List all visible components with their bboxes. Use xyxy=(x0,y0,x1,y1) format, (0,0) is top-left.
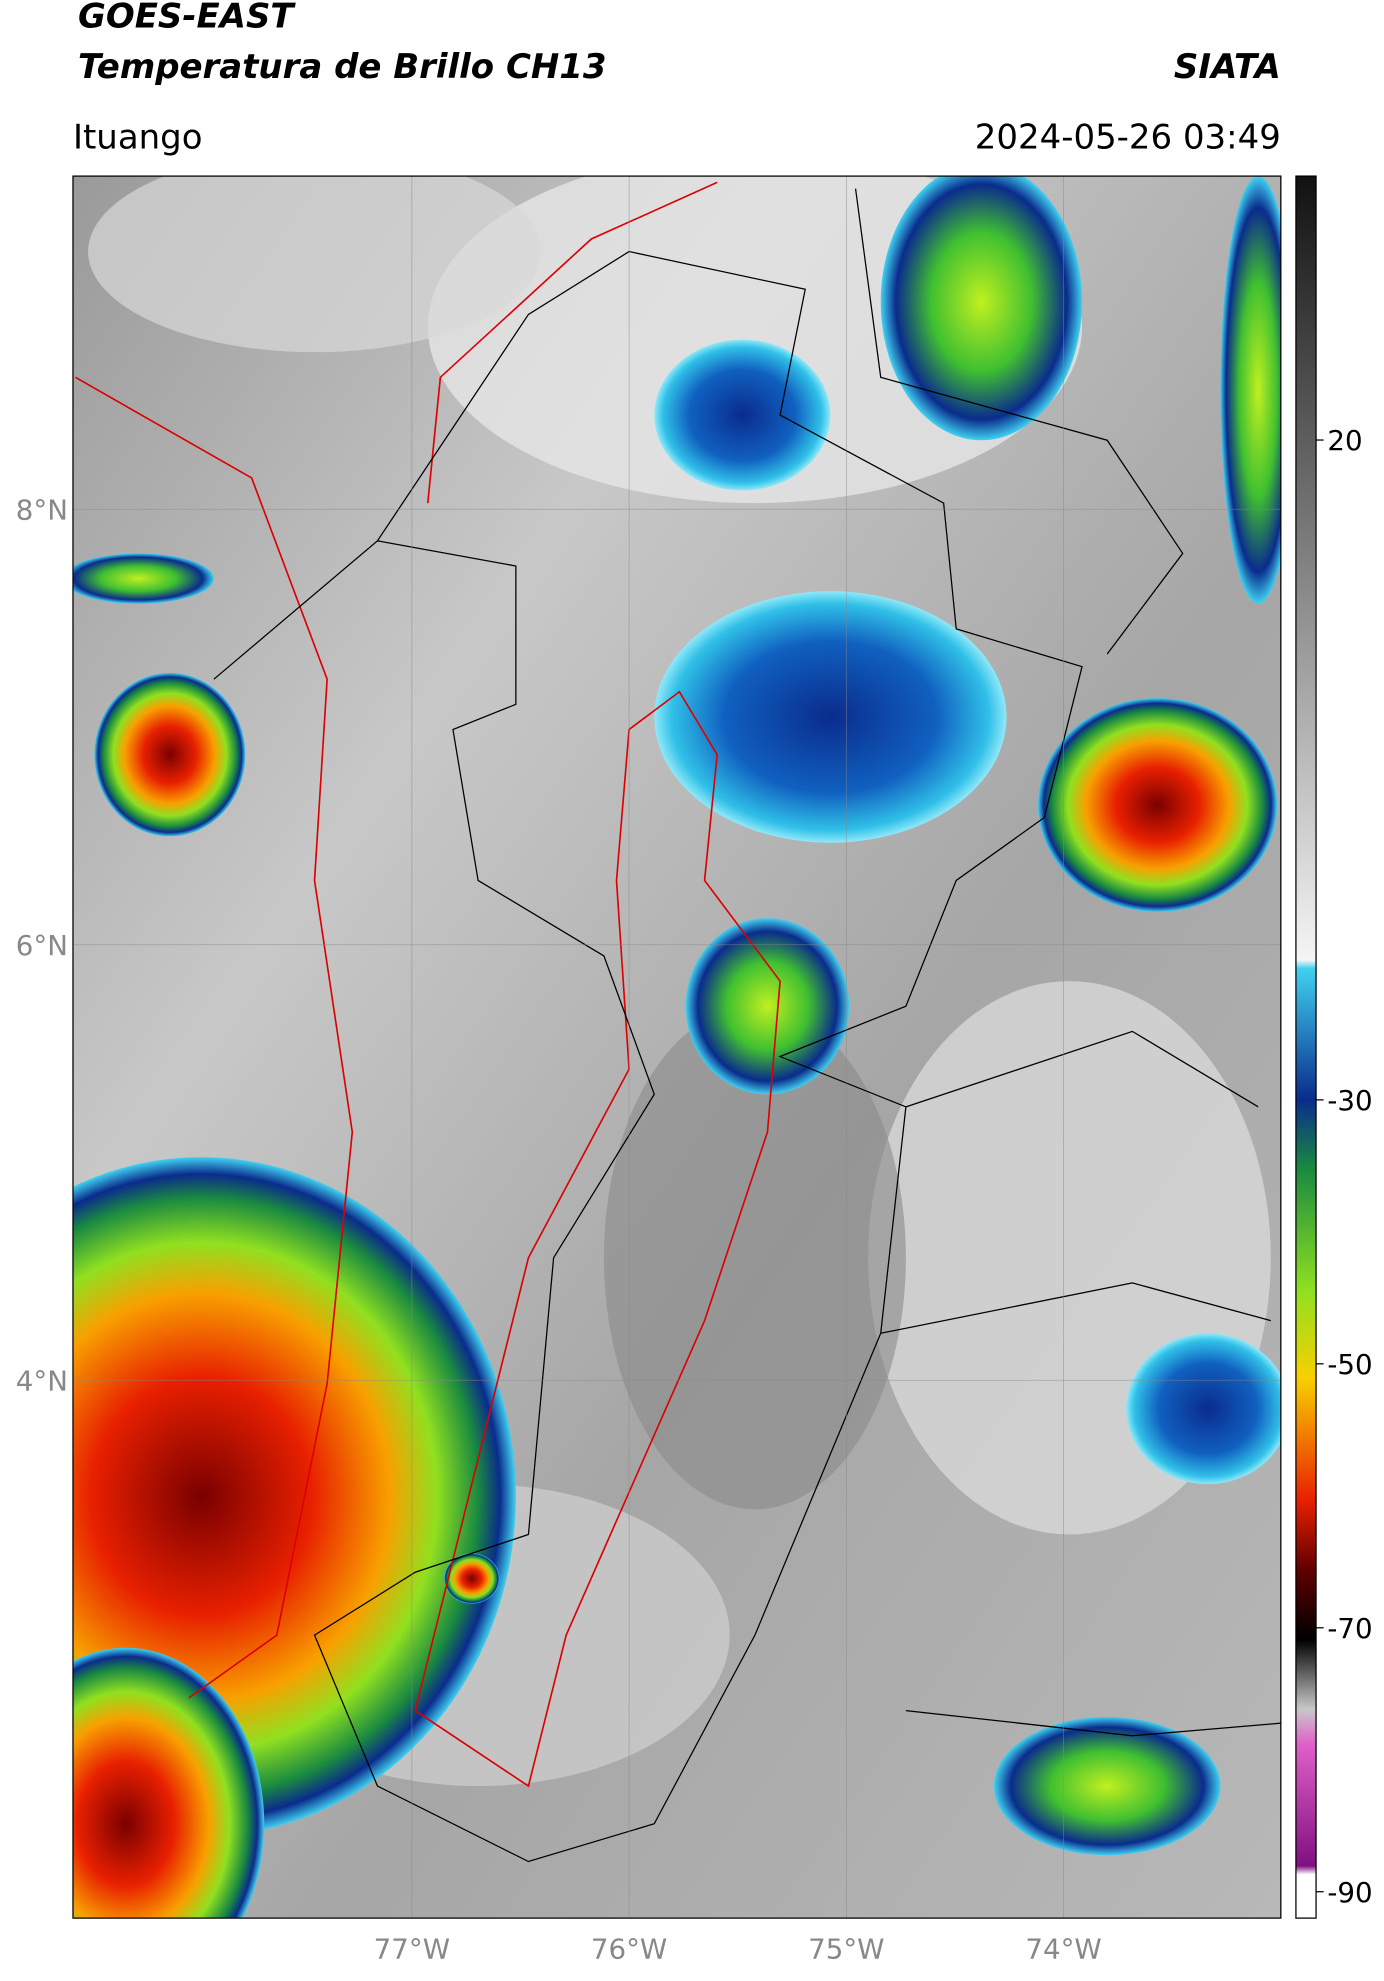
lat-tick-label: 6°N xyxy=(16,929,68,962)
region: Ituango xyxy=(73,117,203,157)
lon-tick-label: 76°W xyxy=(591,1932,667,1965)
colorbar-tick-label: 20 xyxy=(1327,424,1362,457)
colorbar-tick-label: -70 xyxy=(1327,1612,1372,1645)
colorbar-tick-label: -90 xyxy=(1327,1876,1372,1909)
lat-tick-label: 4°N xyxy=(16,1364,68,1397)
colorbar-tick-label: -50 xyxy=(1327,1348,1372,1381)
lon-tick-label: 77°W xyxy=(374,1932,450,1965)
title: GOES-EAST xyxy=(78,0,296,37)
source: SIATA xyxy=(1174,47,1281,87)
map-frame xyxy=(72,175,1282,1919)
datetime: 2024-05-26 03:49 xyxy=(975,117,1281,157)
colorbar xyxy=(1295,175,1317,1919)
graticule xyxy=(72,176,1281,1919)
satellite-image xyxy=(72,176,1281,1919)
lon-tick-label: 74°W xyxy=(1025,1932,1101,1965)
lat-tick-label: 8°N xyxy=(16,493,68,526)
lon-tick-label: 75°W xyxy=(808,1932,884,1965)
colorbar-tick-label: -30 xyxy=(1327,1084,1372,1117)
title: Temperatura de Brillo CH13 xyxy=(78,47,607,87)
